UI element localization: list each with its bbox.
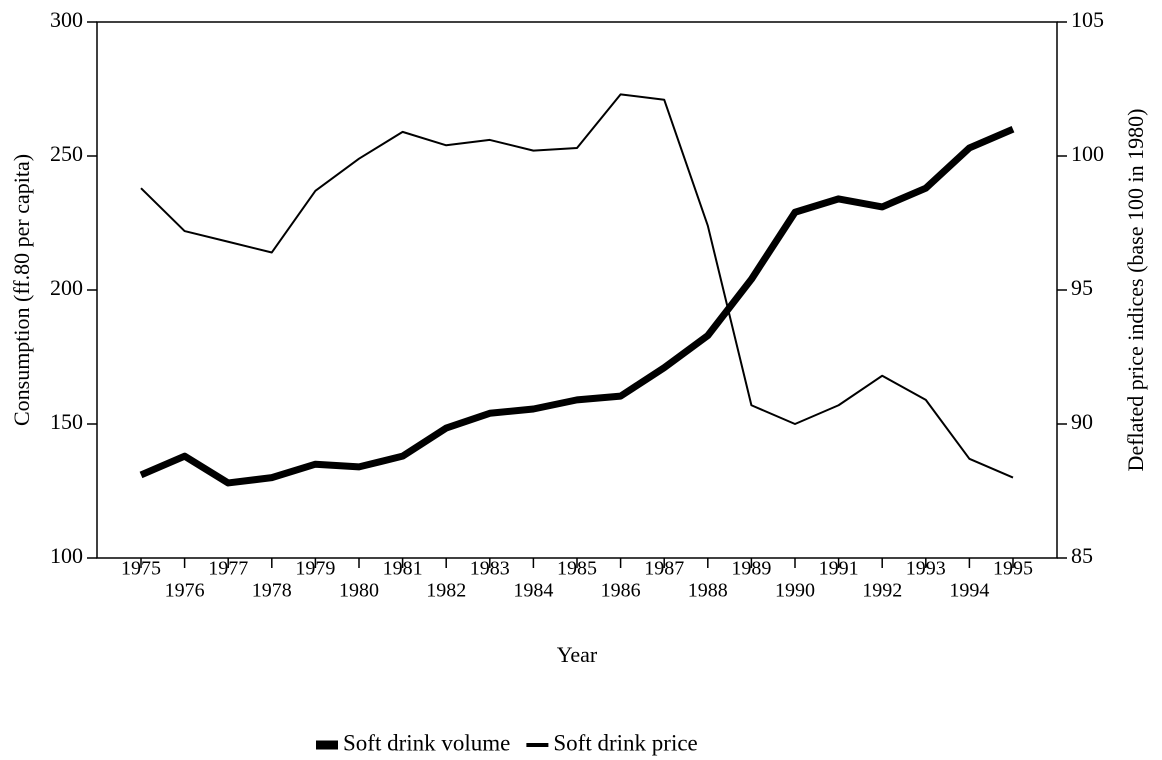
x-tick-label: 1976	[165, 580, 205, 602]
x-axis-label: Year	[557, 642, 598, 667]
x-tick-label: 1992	[862, 580, 902, 602]
y-tick-label: 200	[50, 275, 83, 300]
y2-tick-label: 85	[1071, 543, 1093, 568]
legend-swatch	[526, 743, 549, 747]
y2-tick-label: 105	[1071, 7, 1104, 32]
x-tick-label: 1987	[644, 558, 684, 580]
y-axis-label: Consumption (ff.80 per capita)	[9, 154, 34, 426]
x-tick-label: 1991	[819, 558, 859, 580]
legend-swatch	[316, 740, 338, 750]
x-tick-label: 1995	[993, 558, 1033, 580]
x-tick-label: 1980	[339, 580, 379, 602]
x-tick-label: 1990	[775, 580, 815, 602]
x-tick-label: 1979	[295, 558, 335, 580]
legend-label: Soft drink price	[553, 730, 697, 755]
x-tick-label: 1989	[731, 558, 771, 580]
series-line	[140, 93, 1014, 479]
legend-label: Soft drink volume	[343, 730, 510, 755]
legend: Soft drink volume Soft drink price	[316, 730, 698, 755]
x-tick-label: 1977	[208, 558, 248, 580]
y-tick-label: 300	[50, 7, 83, 32]
x-tick-label: 1983	[470, 558, 510, 580]
x-tick-label: 1975	[121, 558, 161, 580]
x-tick-label: 1993	[906, 558, 946, 580]
y2-tick-label: 95	[1071, 275, 1093, 300]
x-tick-label: 1978	[252, 580, 292, 602]
x-tick-label: 1986	[601, 580, 641, 602]
x-tick-label: 1984	[513, 580, 553, 602]
y2-axis-label: Deflated price indices (base 100 in 1980…	[1123, 109, 1148, 472]
y-tick-label: 150	[50, 409, 83, 434]
y-tick-label: 100	[50, 543, 83, 568]
plot-frame	[96, 21, 1058, 559]
x-tick-label: 1982	[426, 580, 466, 602]
x-tick-label: 1994	[949, 580, 989, 602]
y2-tick-label: 100	[1071, 141, 1104, 166]
series-line	[139, 125, 1015, 487]
x-tick-label: 1985	[557, 558, 597, 580]
x-tick-label: 1988	[688, 580, 728, 602]
x-tick-label: 1981	[383, 558, 423, 580]
y2-tick-label: 90	[1071, 409, 1093, 434]
y-tick-label: 250	[50, 141, 83, 166]
